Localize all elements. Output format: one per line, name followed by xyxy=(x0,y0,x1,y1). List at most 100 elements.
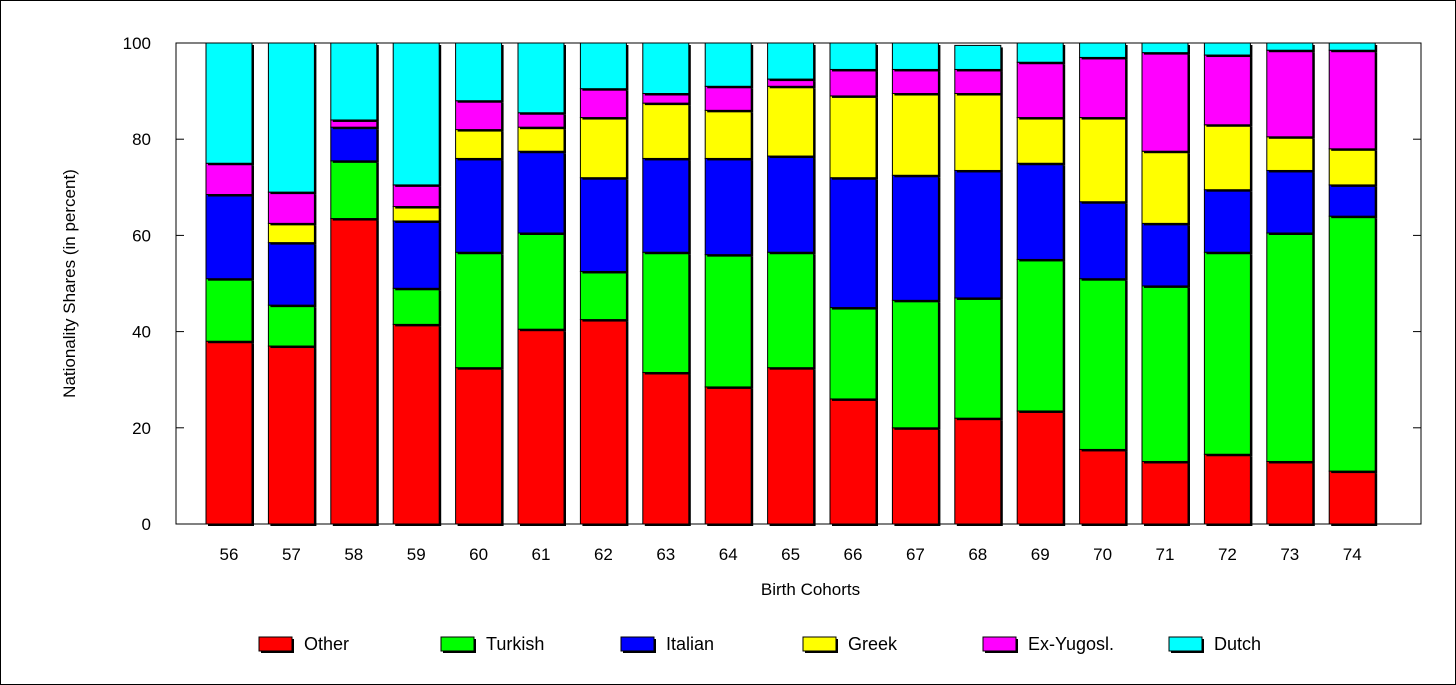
bar-other-64 xyxy=(704,386,752,525)
x-tick-label: 67 xyxy=(906,545,925,564)
bar-dutch-74 xyxy=(1328,42,1376,51)
bar-segment xyxy=(579,319,629,526)
bar-italian-65 xyxy=(767,155,815,253)
bar-greek-72 xyxy=(1203,124,1251,191)
bar-turkish-71 xyxy=(1141,285,1189,462)
legend-swatch xyxy=(620,636,655,652)
legend-label: Greek xyxy=(848,634,898,654)
legend-label: Dutch xyxy=(1214,634,1261,654)
bar-segment xyxy=(455,129,504,161)
bar-segment xyxy=(891,42,941,72)
y-tick-label: 60 xyxy=(132,226,151,245)
bar-segment xyxy=(1016,410,1066,526)
bar-dutch-73 xyxy=(1266,42,1314,51)
bar-segment xyxy=(642,102,691,161)
bar-ex-yugosl--61 xyxy=(517,112,565,128)
bar-other-58 xyxy=(330,218,378,525)
bar-other-67 xyxy=(891,427,939,525)
bar-segment xyxy=(767,367,816,526)
bar-italian-66 xyxy=(829,177,877,309)
x-tick-label: 68 xyxy=(968,545,987,564)
bar-other-69 xyxy=(1016,410,1064,525)
legend-item: Other xyxy=(258,634,349,654)
bar-segment xyxy=(1266,136,1315,173)
bar-turkish-73 xyxy=(1266,232,1314,462)
bar-dutch-66 xyxy=(829,42,877,70)
bar-segment xyxy=(1079,42,1128,60)
bar-segment xyxy=(767,42,816,82)
bar-ex-yugosl--71 xyxy=(1141,52,1189,152)
bar-greek-67 xyxy=(891,93,939,176)
bar-greek-63 xyxy=(642,102,690,159)
bar-segment xyxy=(642,42,691,96)
bar-ex-yugosl--60 xyxy=(455,100,503,131)
bar-segment xyxy=(704,254,754,389)
bar-segment xyxy=(392,184,442,209)
bar-segment xyxy=(392,206,442,223)
bar-segment xyxy=(579,270,629,322)
bar-turkish-74 xyxy=(1328,215,1376,472)
bar-other-61 xyxy=(517,328,565,525)
bar-segment xyxy=(891,93,941,178)
bar-other-56 xyxy=(205,340,253,525)
bar-turkish-69 xyxy=(1016,258,1064,412)
bar-dutch-62 xyxy=(579,42,627,90)
legend-swatch xyxy=(982,636,1017,652)
bar-other-70 xyxy=(1079,448,1127,525)
y-tick-label: 0 xyxy=(142,515,151,534)
bar-dutch-70 xyxy=(1079,42,1127,58)
bar-segment xyxy=(205,42,254,166)
bar-segment xyxy=(267,191,317,226)
bar-ex-yugosl--59 xyxy=(392,184,440,208)
bar-segment xyxy=(1141,460,1190,526)
bar-turkish-57 xyxy=(267,304,315,347)
bar-dutch-71 xyxy=(1141,42,1189,54)
bar-segment xyxy=(205,278,254,344)
bar-segment xyxy=(579,42,629,91)
bar-segment xyxy=(267,304,317,349)
bar-dutch-56 xyxy=(205,42,253,164)
bar-italian-60 xyxy=(455,157,503,253)
legend-item: Turkish xyxy=(440,634,544,654)
bar-segment xyxy=(642,251,691,375)
bar-greek-70 xyxy=(1079,117,1127,203)
legend-swatch xyxy=(258,636,293,652)
bar-segment xyxy=(704,42,754,89)
bar-italian-56 xyxy=(205,194,253,280)
bar-segment xyxy=(1203,251,1253,457)
bar-segment xyxy=(767,251,816,370)
bar-turkish-70 xyxy=(1079,278,1127,450)
bar-italian-67 xyxy=(891,174,939,301)
legend: Other Turkish Italian Greek Ex-Yugosl. Dutch xyxy=(258,634,1261,654)
bar-turkish-61 xyxy=(517,232,565,330)
bar-segment xyxy=(829,398,878,526)
bar-segment xyxy=(1328,49,1378,151)
bar-italian-69 xyxy=(1016,162,1064,260)
bar-italian-61 xyxy=(517,150,565,234)
bar-ex-yugosl--70 xyxy=(1079,56,1127,119)
bar-turkish-56 xyxy=(205,278,253,342)
bar-segment xyxy=(330,126,379,163)
bar-segment xyxy=(1016,42,1066,65)
legend-swatch xyxy=(440,636,475,652)
bar-segment xyxy=(267,222,317,245)
bar-dutch-63 xyxy=(642,42,690,95)
bar-turkish-58 xyxy=(330,160,378,220)
bar-segment xyxy=(1203,54,1253,127)
x-tick-label: 56 xyxy=(220,545,239,564)
x-tick-label: 60 xyxy=(469,545,488,564)
bar-other-57 xyxy=(267,345,315,525)
x-axis-label: Birth Cohorts xyxy=(761,580,860,599)
bar-segment xyxy=(891,299,941,430)
bar-segment xyxy=(1079,278,1128,452)
bar-segment xyxy=(330,160,379,221)
bar-greek-57 xyxy=(267,222,315,244)
legend-label: Ex-Yugosl. xyxy=(1028,634,1114,654)
x-tick-label: 57 xyxy=(282,545,301,564)
bar-other-59 xyxy=(392,323,440,525)
bar-other-68 xyxy=(954,417,1002,525)
bar-ex-yugosl--69 xyxy=(1016,61,1064,119)
x-tick-label: 58 xyxy=(344,545,363,564)
x-axis: 56 57 58 59 60 61 62 63 64 65 66 67 68 69 70 71 72 73 74 xyxy=(220,545,1362,564)
